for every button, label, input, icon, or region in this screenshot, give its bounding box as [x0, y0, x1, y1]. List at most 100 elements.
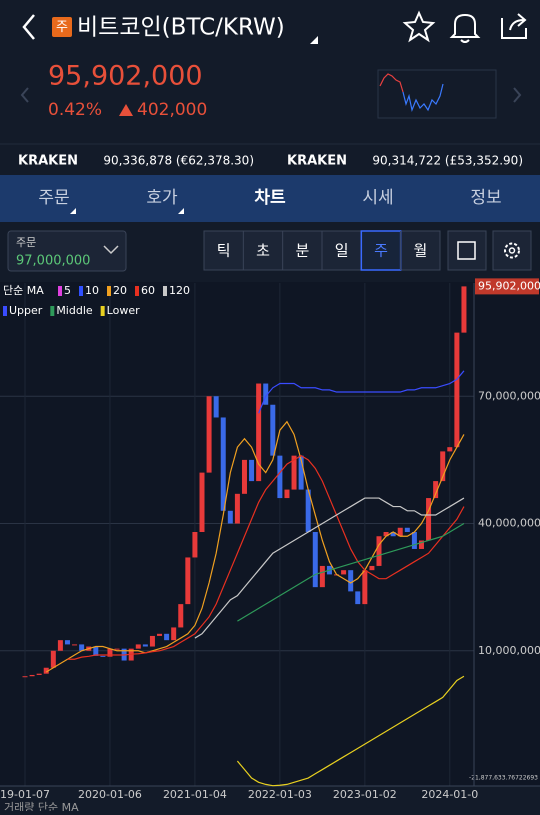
tab[interactable]: 차트 — [254, 188, 286, 208]
candle — [29, 674, 35, 677]
period-button[interactable]: 틱 — [217, 242, 231, 260]
period-button[interactable]: 초 — [256, 242, 270, 260]
x-tick-label: 2020-01-06 — [78, 788, 142, 801]
candle — [418, 540, 424, 549]
legend-item: Lower — [107, 304, 140, 317]
legend-item: 60 — [141, 284, 155, 297]
volume-legend: 거래량 단순 MA — [4, 801, 79, 811]
next-button[interactable] — [513, 87, 522, 103]
exchange-price: 90,314,722 (£53,352.90) — [372, 154, 523, 168]
candle — [107, 648, 113, 657]
candle — [57, 640, 63, 651]
legend-swatch — [3, 306, 7, 316]
x-tick-label: 2021-01-04 — [163, 788, 227, 801]
up-arrow — [119, 104, 133, 116]
candle — [43, 667, 49, 674]
order-value: 97,000,000 — [16, 254, 90, 269]
candle — [192, 532, 198, 558]
back-button[interactable] — [22, 14, 35, 40]
candle — [157, 633, 163, 636]
favorite-button[interactable] — [402, 10, 436, 43]
candle — [227, 510, 233, 524]
ma-line — [236, 675, 465, 787]
period-button[interactable]: 일 — [335, 242, 349, 260]
candle — [376, 536, 382, 566]
mini-chart-down — [402, 83, 444, 113]
y-tick-label: 70,000,000 — [478, 389, 540, 402]
legend-title: 단순 MA — [3, 284, 44, 297]
candle — [241, 459, 247, 494]
candle — [461, 286, 467, 333]
legend-swatch — [163, 286, 167, 296]
ma-line — [67, 454, 465, 660]
candle — [79, 644, 85, 651]
exchange-name: KRAKEN — [18, 154, 78, 169]
legend-swatch — [79, 286, 83, 296]
candle — [390, 532, 396, 537]
legend-item: 120 — [169, 284, 190, 297]
candle — [185, 557, 191, 605]
draw-button[interactable] — [447, 230, 487, 271]
legend-swatch — [58, 286, 62, 296]
order-label: 주문 — [16, 236, 36, 249]
change: 402,000 — [137, 100, 207, 120]
order-box[interactable] — [7, 230, 127, 272]
title[interactable]: 비트코인(BTC/KRW) — [77, 15, 285, 41]
y-tick-label: 10,000,000 — [478, 644, 540, 657]
square-icon — [457, 241, 476, 260]
candle — [362, 570, 368, 605]
legend-swatch — [100, 306, 105, 316]
legend-swatch — [50, 306, 55, 316]
candle — [213, 396, 219, 418]
candle — [256, 383, 262, 482]
period-button[interactable]: 주 — [374, 242, 388, 260]
tab[interactable]: 주문 — [38, 188, 69, 208]
tab[interactable]: 정보 — [470, 188, 501, 208]
order-dropdown — [103, 245, 119, 255]
legend-swatch — [135, 286, 139, 296]
candle — [348, 570, 354, 592]
candle — [397, 527, 403, 537]
tab[interactable]: 호가 — [146, 188, 178, 208]
legend-item: 10 — [85, 284, 99, 297]
candle — [199, 472, 205, 533]
candle — [277, 455, 283, 499]
period-button[interactable]: 월 — [413, 242, 427, 260]
x-tick-label: 2023-01-02 — [333, 788, 397, 801]
settings-button[interactable] — [492, 230, 532, 271]
legend-item: 5 — [64, 284, 71, 297]
candle — [341, 570, 347, 575]
candle — [234, 493, 240, 524]
candle — [270, 404, 276, 456]
legend-item: 20 — [113, 284, 127, 297]
exchange-name: KRAKEN — [287, 154, 347, 169]
ma-line — [194, 497, 465, 639]
candle — [404, 527, 410, 533]
gear-icon — [504, 242, 520, 259]
change-rate: 0.42% — [48, 100, 102, 120]
candle — [72, 644, 78, 646]
share-button[interactable] — [501, 13, 527, 39]
y-tick-label: 40,000,000 — [478, 517, 540, 530]
candle — [64, 640, 70, 645]
mini-chart-up — [379, 73, 404, 93]
candle — [171, 627, 177, 641]
candle — [447, 447, 453, 452]
period-button[interactable]: 분 — [295, 242, 309, 260]
ma-line — [45, 420, 465, 673]
prev-button[interactable] — [20, 87, 29, 103]
tab[interactable]: 시세 — [362, 188, 393, 208]
candle — [249, 459, 255, 482]
exchange-price: 90,336,878 (€62,378.30) — [103, 154, 254, 168]
legend-swatch — [107, 286, 111, 296]
alarm-button[interactable] — [449, 13, 481, 43]
tab-dropdown — [178, 208, 184, 214]
legend-item: Middle — [56, 304, 93, 317]
candle — [22, 676, 28, 678]
badge-bg — [52, 17, 72, 37]
candle — [50, 650, 56, 668]
tab-dropdown — [70, 208, 76, 214]
badge: 주 — [56, 20, 68, 35]
